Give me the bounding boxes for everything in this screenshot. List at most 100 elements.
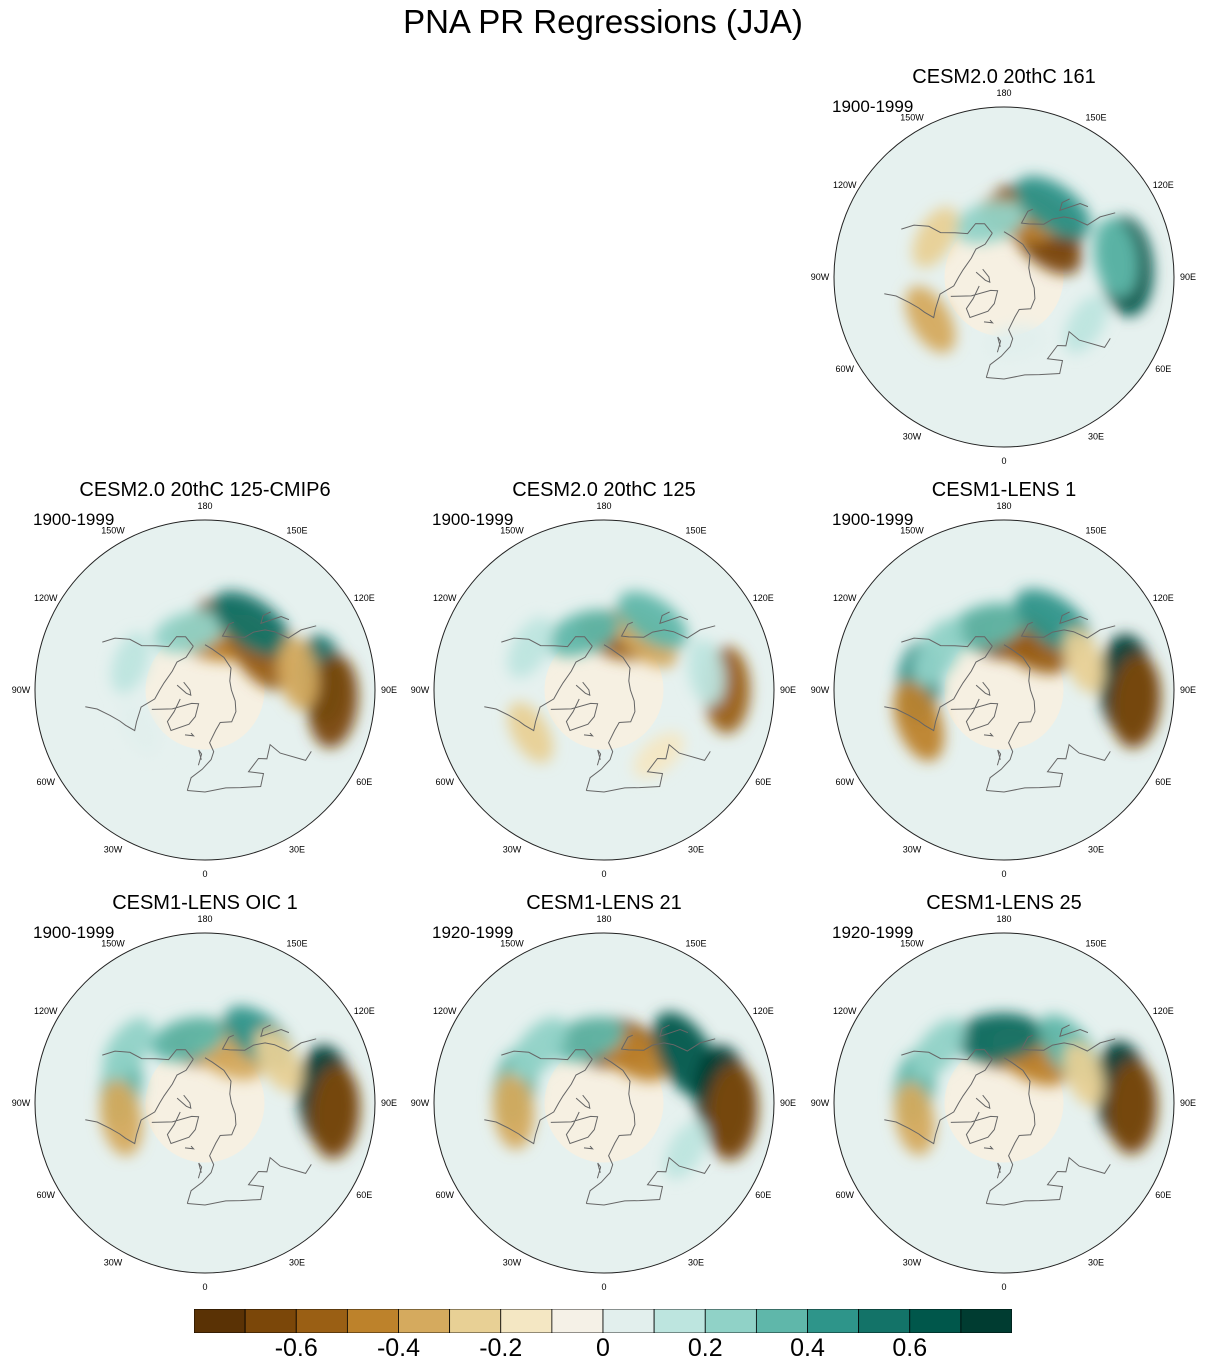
longitude-label: 90W: [411, 1098, 430, 1108]
coastline: [550, 1111, 599, 1145]
longitude-label: 180: [996, 501, 1011, 511]
coastline: [85, 645, 194, 732]
coastline: [85, 1058, 194, 1145]
longitude-label: 120E: [753, 1006, 774, 1016]
coastline: [901, 1049, 993, 1061]
colorbar-segment: [244, 1309, 297, 1333]
longitude-label: 150W: [101, 939, 125, 949]
anomaly-region: [1107, 1060, 1158, 1155]
longitude-label: 30E: [688, 844, 704, 854]
longitude-label: 120E: [354, 593, 375, 603]
panel-title: CESM2.0 20thC 125-CMIP6: [79, 479, 331, 501]
colorbar-segment: [500, 1309, 553, 1333]
longitude-label: 30E: [289, 1257, 305, 1267]
map-border: [34, 519, 376, 861]
longitude-label: 150E: [1085, 939, 1106, 949]
colorbar-tick-label: -0.4: [376, 1334, 421, 1362]
longitude-label: 60W: [435, 777, 454, 787]
coastline: [501, 636, 593, 648]
coastline: [975, 268, 991, 284]
longitude-label: 90W: [12, 1098, 31, 1108]
coastline: [501, 1049, 593, 1061]
coastline: [996, 336, 1002, 353]
colorbar-segment: [960, 1309, 1012, 1333]
colorbar-tick-label: 0.2: [687, 1334, 723, 1362]
longitude-label: 60E: [356, 1190, 372, 1200]
coastline: [596, 749, 602, 766]
longitude-label: 30E: [1088, 431, 1104, 441]
coastline: [983, 1145, 994, 1150]
colorbar-labels: -0.6 -0.4 -0.2 0 0.2 0.4 0.6: [0, 1333, 1206, 1367]
coastline: [197, 749, 203, 766]
map-border: [433, 519, 775, 861]
longitude-label: 150E: [685, 526, 706, 536]
coastline: [176, 1094, 192, 1110]
coastline: [983, 732, 994, 737]
coastline: [586, 743, 711, 793]
coastline: [996, 1162, 1002, 1179]
coastline: [550, 698, 599, 732]
coastline: [1020, 621, 1116, 639]
longitude-label: 120E: [1153, 180, 1174, 190]
coastline: [583, 1145, 594, 1150]
panel-title: CESM1-LENS 25: [926, 892, 1082, 914]
map-panel-cesm1-lens-oic-1: CESM1-LENS OIC 1 1900-1999 180 150E 120E 90…: [10, 891, 400, 1292]
longitude-label: 120W: [34, 593, 58, 603]
longitude-label: 60W: [36, 777, 55, 787]
coastline: [221, 1034, 317, 1052]
anomaly-region: [99, 1079, 143, 1156]
anomaly-region: [706, 1063, 759, 1161]
polar-cap: [145, 630, 265, 750]
coastline: [586, 1156, 711, 1206]
panel-period: 1900-1999: [33, 923, 115, 942]
polar-map: 180 150E 120E 90E 60E 30E 0 30W 60W 90W 120W 150W: [411, 501, 796, 879]
longitude-label: 120E: [354, 1006, 375, 1016]
panel-title: CESM2.0 20thC 161: [912, 66, 1096, 88]
longitude-label: 120W: [833, 593, 857, 603]
coastline: [583, 732, 594, 737]
anomaly-region: [307, 654, 359, 748]
panel-period: 1900-1999: [832, 510, 914, 529]
longitude-label: 30W: [503, 844, 522, 854]
anomaly-region: [912, 206, 959, 268]
longitude-label: 180: [596, 914, 611, 924]
longitude-label: 90W: [811, 685, 830, 695]
coastline: [187, 1156, 312, 1206]
longitude-label: 90W: [12, 685, 31, 695]
anomaly-region: [510, 1017, 567, 1080]
colorbar-segment: [295, 1309, 348, 1333]
longitude-label: 150W: [900, 526, 924, 536]
longitude-label: 30W: [503, 1257, 522, 1267]
polar-map: 180 150E 120E 90E 60E 30E 0 30W 60W 90W 120W 150W: [811, 914, 1196, 1292]
longitude-label: 90E: [381, 1098, 397, 1108]
panel-period: 1920-1999: [432, 923, 514, 942]
coastline: [197, 1162, 203, 1179]
anomaly-region: [617, 591, 688, 650]
longitude-label: 60W: [835, 1190, 854, 1200]
map-border: [833, 932, 1175, 1274]
anomaly-region: [894, 1082, 936, 1156]
coastline: [184, 1145, 195, 1150]
longitude-label: 120W: [34, 1006, 58, 1016]
anomaly-region: [947, 602, 1027, 650]
anomaly-region: [150, 1016, 226, 1062]
panel-title: CESM2.0 20thC 125: [512, 479, 696, 501]
coastline: [975, 681, 991, 697]
coastline: [985, 1057, 1036, 1204]
anomaly-region: [507, 617, 554, 678]
longitude-label: 30W: [903, 844, 922, 854]
anomaly-region: [1064, 295, 1108, 354]
map-panel-cesm2-125: CESM2.0 20thC 125 1900-1999 180 150E 120E 9…: [409, 478, 799, 879]
longitude-label: 120W: [433, 593, 457, 603]
coastline: [985, 231, 1036, 378]
longitude-label: 120E: [1153, 1006, 1174, 1016]
coastline: [620, 1034, 716, 1052]
longitude-label: 150E: [685, 939, 706, 949]
coastline: [585, 1057, 636, 1204]
anomaly-region: [277, 637, 319, 711]
colorbar-segment: [398, 1309, 451, 1333]
map-border: [34, 932, 376, 1274]
longitude-label: 60W: [36, 1190, 55, 1200]
longitude-label: 60E: [356, 777, 372, 787]
colorbar-tick-label: -0.6: [274, 1334, 318, 1362]
